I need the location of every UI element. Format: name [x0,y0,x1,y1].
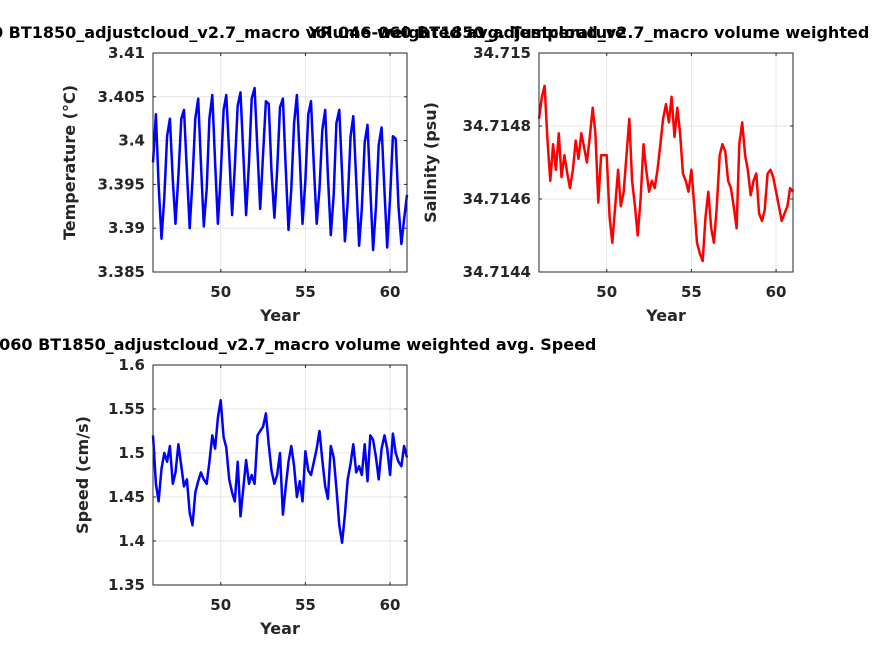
temp-series-line [151,86,409,252]
salinity-plot-title: YR 046-060 BT1850_adjustcloud_v2.7_macro… [308,23,875,42]
salinity-y-axis-label: Salinity (psu) [421,102,440,223]
temperature-plot: 50 55 60 3.385 3.39 3.395 3.4 3.405 3.41 Year Temp… [60,44,409,325]
temp-x-tick-label: 55 [295,283,316,301]
speed-plot-title: YR 046-060 BT1850_adjustcloud_v2.7_macro… [0,335,596,354]
speed-y-tick-label: 1.5 [118,444,145,462]
temp-y-tick-label: 3.39 [108,219,145,237]
speed-x-tick-label: 50 [210,596,231,614]
salinity-x-tick-label: 50 [596,283,617,301]
speed-y-tick-label: 1.4 [118,532,145,550]
speed-y-tick-label: 1.35 [108,576,145,594]
temp-y-tick-label: 3.395 [98,175,145,193]
temp-y-tick-label: 3.385 [98,263,145,281]
temp-y-tick-label: 3.41 [108,44,145,62]
speed-y-tick-label: 1.6 [118,356,145,374]
speed-axes-frame [152,364,408,586]
salinity-y-tick-label: 34.715 [473,44,531,62]
temperature-plot-title: YR 046-060 BT1850_adjustcloud_v2.7_macro… [0,23,626,42]
speed-x-tick-label: 55 [295,596,316,614]
speed-y-tick-label: 1.55 [108,400,145,418]
temp-y-axis-label: Temperature (°C) [60,85,79,240]
temp-x-tick-label: 60 [380,283,401,301]
salinity-y-tick-label: 34.7148 [463,117,531,135]
temp-y-tick-label: 3.4 [118,132,145,150]
speed-x-axis-label: Year [259,619,300,638]
speed-x-tick-label: 60 [380,596,401,614]
salinity-x-axis-label: Year [645,306,686,325]
salinity-axes-background [539,53,793,272]
temp-x-tick-label: 50 [210,283,231,301]
speed-series-line [151,398,409,545]
speed-plot: 50 55 60 1.35 1.4 1.45 1.5 1.55 1.6 Year Speed (cm… [73,356,409,638]
salinity-y-tick-label: 34.7146 [463,190,531,208]
salinity-axes-frame [538,52,794,273]
salinity-series-line [537,84,794,263]
speed-y-axis-label: Speed (cm/s) [73,416,92,534]
speed-y-tick-label: 1.45 [108,488,145,506]
salinity-y-tick-label: 34.7144 [463,263,531,281]
salinity-x-tick-label: 60 [766,283,787,301]
salinity-x-tick-label: 55 [681,283,702,301]
temp-x-axis-label: Year [259,306,300,325]
salinity-plot: 50 55 60 34.7144 34.7146 34.7148 34.715 Year Sal… [421,44,794,325]
temp-axes-frame [152,52,408,273]
temp-y-tick-label: 3.405 [98,88,145,106]
